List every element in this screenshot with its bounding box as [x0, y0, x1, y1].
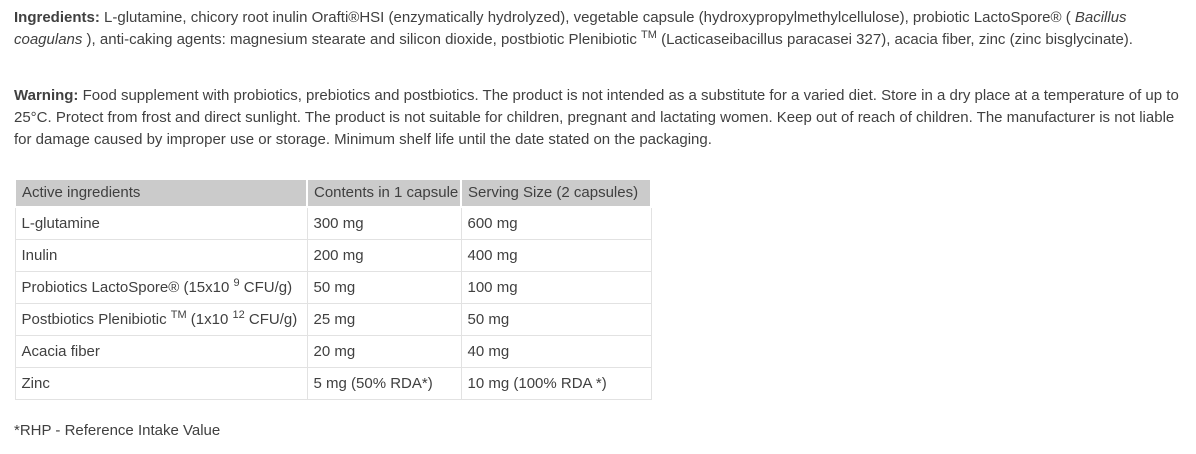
contents-per-capsule-cell: 300 mg: [306, 206, 462, 240]
serving-size-cell: 40 mg: [460, 335, 652, 368]
ingredient-name-cell: Probiotics LactoSpore® (15x10 9 CFU/g): [14, 271, 308, 304]
table-row: Zinc 5 mg (50% RDA*) 10 mg (100% RDA *): [14, 367, 652, 400]
serving-size-cell: 400 mg: [460, 239, 652, 272]
contents-per-capsule-cell: 5 mg (50% RDA*): [306, 367, 462, 400]
contents-per-capsule-cell: 50 mg: [306, 271, 462, 304]
ingredient-name-cell: Acacia fiber: [14, 335, 308, 368]
contents-per-capsule-cell: 20 mg: [306, 335, 462, 368]
ingredient-name-cell: L-glutamine: [14, 206, 308, 240]
serving-size-cell: 10 mg (100% RDA *): [460, 367, 652, 400]
table-row: Inulin 200 mg 400 mg: [14, 239, 652, 272]
contents-per-capsule-cell: 25 mg: [306, 303, 462, 336]
table-row: Acacia fiber 20 mg 40 mg: [14, 335, 652, 368]
table-row: Probiotics LactoSpore® (15x10 9 CFU/g) 50…: [14, 271, 652, 304]
footnote: *RHP - Reference Intake Value: [14, 422, 221, 439]
ingredients-paragraph: Ingredients: L-glutamine, chicory root i…: [14, 9, 1133, 48]
table-header-active-ingredients: Active ingredients: [14, 178, 308, 208]
table-header-row: Active ingredients Contents in 1 capsule…: [14, 178, 652, 208]
active-ingredients-table: Active ingredients Contents in 1 capsule…: [14, 178, 652, 400]
table-header-serving-size: Serving Size (2 capsules): [460, 178, 652, 208]
table-row: L-glutamine 300 mg 600 mg: [14, 206, 652, 240]
serving-size-cell: 600 mg: [460, 206, 652, 240]
ingredient-name-cell: Postbiotics Plenibiotic TM (1x10 12 CFU/…: [14, 303, 308, 336]
contents-per-capsule-cell: 200 mg: [306, 239, 462, 272]
ingredient-name-cell: Zinc: [14, 367, 308, 400]
table-row: Postbiotics Plenibiotic TM (1x10 12 CFU/…: [14, 303, 652, 336]
ingredient-name-cell: Inulin: [14, 239, 308, 272]
serving-size-cell: 50 mg: [460, 303, 652, 336]
serving-size-cell: 100 mg: [460, 271, 652, 304]
warning-paragraph: Warning: Food supplement with probiotics…: [14, 87, 1179, 148]
table-body: L-glutamine 300 mg 600 mg Inulin 200 mg 400 m…: [14, 206, 652, 400]
table-header-contents-per-capsule: Contents in 1 capsule: [306, 178, 462, 208]
